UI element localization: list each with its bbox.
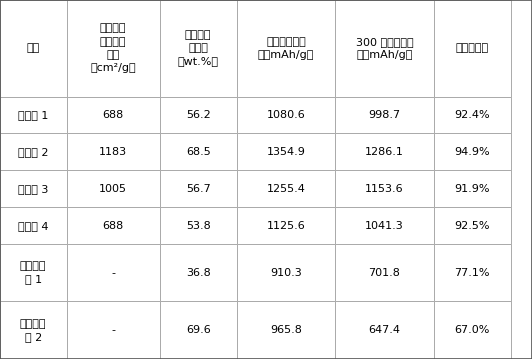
Text: 56.7: 56.7	[186, 184, 211, 194]
Text: 1080.6: 1080.6	[267, 110, 305, 120]
Text: 1286.1: 1286.1	[365, 147, 404, 157]
Text: 1354.9: 1354.9	[267, 147, 305, 157]
Text: 对比实施
例 1: 对比实施 例 1	[20, 261, 46, 284]
Bar	[335, 302, 434, 359]
Bar	[0, 244, 66, 302]
Bar	[335, 207, 434, 244]
Text: 68.5: 68.5	[186, 147, 211, 157]
Bar	[335, 134, 434, 170]
Bar	[237, 207, 335, 244]
Bar	[237, 97, 335, 134]
Text: 688: 688	[103, 220, 123, 230]
Text: 701.8: 701.8	[369, 268, 400, 278]
Bar	[434, 207, 511, 244]
Text: 94.9%: 94.9%	[454, 147, 490, 157]
Bar	[0, 134, 66, 170]
Bar	[434, 170, 511, 207]
Text: 1183: 1183	[99, 147, 127, 157]
Bar	[237, 302, 335, 359]
Text: 实施例 3: 实施例 3	[18, 184, 48, 194]
Bar	[160, 134, 237, 170]
Bar	[66, 170, 160, 207]
Bar	[66, 0, 160, 97]
Bar	[237, 170, 335, 207]
Bar	[160, 97, 237, 134]
Text: 1255.4: 1255.4	[267, 184, 305, 194]
Text: 序号: 序号	[27, 43, 40, 53]
Bar	[0, 97, 66, 134]
Text: 910.3: 910.3	[270, 268, 302, 278]
Bar	[0, 207, 66, 244]
Text: 998.7: 998.7	[368, 110, 401, 120]
Bar	[335, 170, 434, 207]
Bar	[0, 302, 66, 359]
Text: 1041.3: 1041.3	[365, 220, 404, 230]
Bar	[66, 97, 160, 134]
Bar	[160, 0, 237, 97]
Bar	[66, 302, 160, 359]
Text: -: -	[111, 325, 115, 335]
Text: 对比实施
例 2: 对比实施 例 2	[20, 319, 46, 342]
Text: 92.5%: 92.5%	[454, 220, 490, 230]
Bar	[160, 170, 237, 207]
Text: -: -	[111, 268, 115, 278]
Text: 67.0%: 67.0%	[454, 325, 490, 335]
Text: 688: 688	[103, 110, 123, 120]
Text: 1005: 1005	[99, 184, 127, 194]
Text: 实施例 2: 实施例 2	[18, 147, 48, 157]
Text: 300 次放电比容
量（mAh/g）: 300 次放电比容 量（mAh/g）	[355, 37, 413, 60]
Bar	[0, 170, 66, 207]
Bar	[0, 0, 66, 97]
Bar	[335, 244, 434, 302]
Text: 69.6: 69.6	[186, 325, 211, 335]
Text: 1125.6: 1125.6	[267, 220, 305, 230]
Bar	[434, 134, 511, 170]
Bar	[434, 97, 511, 134]
Text: 容量保持率: 容量保持率	[455, 43, 489, 53]
Bar	[335, 0, 434, 97]
Bar	[160, 207, 237, 244]
Text: 1153.6: 1153.6	[365, 184, 404, 194]
Text: 965.8: 965.8	[270, 325, 302, 335]
Text: 91.9%: 91.9%	[454, 184, 490, 194]
Bar	[434, 244, 511, 302]
Bar	[66, 134, 160, 170]
Text: 实施例 1: 实施例 1	[18, 110, 48, 120]
Bar	[66, 244, 160, 302]
Bar	[237, 244, 335, 302]
Bar	[160, 244, 237, 302]
Bar	[237, 0, 335, 97]
Bar	[335, 97, 434, 134]
Text: 介孔二氧
化硅比表
面积
（cm²/g）: 介孔二氧 化硅比表 面积 （cm²/g）	[90, 23, 136, 73]
Text: 首次放电比容
量（mAh/g）: 首次放电比容 量（mAh/g）	[258, 37, 314, 60]
Text: 647.4: 647.4	[368, 325, 401, 335]
Bar	[237, 134, 335, 170]
Bar	[160, 302, 237, 359]
Text: 硫质量百
分含量
（wt.%）: 硫质量百 分含量 （wt.%）	[178, 30, 219, 66]
Text: 92.4%: 92.4%	[454, 110, 490, 120]
Text: 53.8: 53.8	[186, 220, 211, 230]
Bar	[434, 302, 511, 359]
Text: 56.2: 56.2	[186, 110, 211, 120]
Text: 36.8: 36.8	[186, 268, 211, 278]
Bar	[66, 207, 160, 244]
Text: 77.1%: 77.1%	[454, 268, 490, 278]
Bar	[434, 0, 511, 97]
Text: 实施例 4: 实施例 4	[18, 220, 48, 230]
